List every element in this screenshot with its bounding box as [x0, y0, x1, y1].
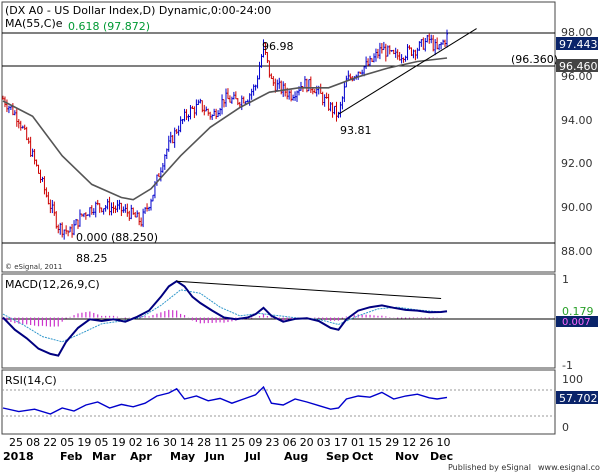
x-month-label: Sep — [326, 450, 349, 463]
ma-value-tag: 96.460 — [559, 60, 598, 73]
x-month-label: 2018 — [3, 450, 34, 463]
x-day-label: 20 — [300, 436, 314, 449]
annotation-low-left: 0.000 (88.250) — [76, 231, 158, 244]
candlestick-series — [2, 29, 448, 240]
ma-line — [2, 57, 448, 201]
macd-line — [2, 280, 448, 357]
annotation-low-value: 88.25 — [76, 252, 108, 265]
last-price-tag-bg — [556, 37, 598, 50]
x-day-label: 05 — [95, 436, 109, 449]
macd-y-tick: -1 — [562, 359, 573, 372]
x-month-label: Mar — [92, 450, 116, 463]
x-day-label: 25 — [231, 436, 245, 449]
macd-trendline — [176, 280, 442, 299]
rsi-label: RSI(14,C) — [5, 374, 57, 387]
x-axis-month-labels: 2018 Feb Mar Apr May Jun Jul Aug Sep Oct Nov Dec — [3, 450, 453, 463]
x-month-label: Oct — [352, 450, 373, 463]
x-day-label: 06 — [283, 436, 297, 449]
x-day-label: 25 — [9, 436, 23, 449]
x-day-label: 08 — [26, 436, 40, 449]
last-price-tag: 97.443 — [559, 38, 598, 51]
x-month-label: Nov — [395, 450, 420, 463]
rsi-y-tick: 0 — [562, 421, 569, 434]
x-month-label: May — [170, 450, 195, 463]
macd-hist-tag-bg — [556, 316, 598, 327]
x-day-label: 12 — [402, 436, 416, 449]
x-day-label: 03 — [317, 436, 331, 449]
x-axis-day-labels: 25 08 22 05 19 05 19 02 16 30 14 28 11 25 09 23 06 20 03 17… — [9, 436, 451, 449]
x-day-label: 16 — [146, 436, 160, 449]
x-day-label: 14 — [180, 436, 194, 449]
x-day-label: 28 — [197, 436, 211, 449]
x-month-label: Apr — [130, 450, 152, 463]
ma-label: MA(55,C)e — [5, 17, 63, 30]
x-month-label: Jun — [204, 450, 225, 463]
macd-label: MACD(12,26,9,C) — [5, 278, 100, 291]
x-day-label: 05 — [60, 436, 74, 449]
x-day-label: 09 — [248, 436, 262, 449]
x-day-label: 02 — [129, 436, 143, 449]
x-day-label: 22 — [43, 436, 57, 449]
macd-hist-tag: 0.007 — [562, 317, 591, 328]
x-month-label: Dec — [430, 450, 453, 463]
price-y-tick: 88.00 — [561, 245, 593, 258]
price-y-tick: 96.00 — [561, 70, 593, 83]
x-day-label: 30 — [163, 436, 177, 449]
macd-y-tick: 1 — [562, 273, 569, 286]
rsi-value-tag: 57.702 — [559, 392, 598, 405]
annotation-low-mid: 93.81 — [340, 124, 372, 137]
trendline — [338, 28, 477, 115]
price-panel-title: (DX A0 - US Dollar Index,D) Dynamic,0:00… — [5, 4, 271, 17]
x-day-label: 29 — [385, 436, 399, 449]
macd-panel-frame — [1, 273, 556, 369]
x-day-label: 23 — [266, 436, 280, 449]
rsi-value-tag-bg — [556, 391, 598, 404]
x-day-label: 17 — [334, 436, 348, 449]
price-y-tick: 92.00 — [561, 157, 593, 170]
x-day-label: 26 — [419, 436, 433, 449]
price-y-axis: 98.00 96.00 94.00 92.00 90.00 88.00 — [561, 26, 593, 258]
annotation-high: 96.98 — [262, 40, 294, 53]
x-day-label: 19 — [112, 436, 126, 449]
footer-site: www.esignal.com — [538, 463, 600, 472]
x-day-label: 01 — [351, 436, 365, 449]
macd-signal-line — [2, 289, 448, 343]
copyright-text: © eSignal, 2011 — [5, 263, 62, 271]
rsi-line — [2, 385, 448, 415]
macd-value-tag-bg — [556, 304, 598, 317]
x-month-label: Feb — [60, 450, 83, 463]
x-day-label: 11 — [214, 436, 228, 449]
macd-value-tag: 0.179 — [562, 305, 594, 318]
support-label: (96.360) — [511, 53, 558, 66]
price-y-tick: 90.00 — [561, 201, 593, 214]
footer-credit: Published by eSignal — [448, 463, 531, 472]
x-day-label: 19 — [77, 436, 91, 449]
price-y-tick: 98.00 — [561, 26, 593, 39]
x-month-label: Aug — [284, 450, 308, 463]
price-panel-frame — [1, 1, 556, 273]
price-y-tick: 94.00 — [561, 114, 593, 127]
x-day-label: 10 — [437, 436, 451, 449]
ma-value-tag-bg — [556, 59, 598, 72]
fib-label: 0.618 (97.872) — [68, 20, 150, 33]
x-day-label: 15 — [368, 436, 382, 449]
rsi-y-tick: 100 — [562, 373, 583, 386]
rsi-panel-frame — [1, 369, 556, 435]
x-month-label: Jul — [244, 450, 261, 463]
